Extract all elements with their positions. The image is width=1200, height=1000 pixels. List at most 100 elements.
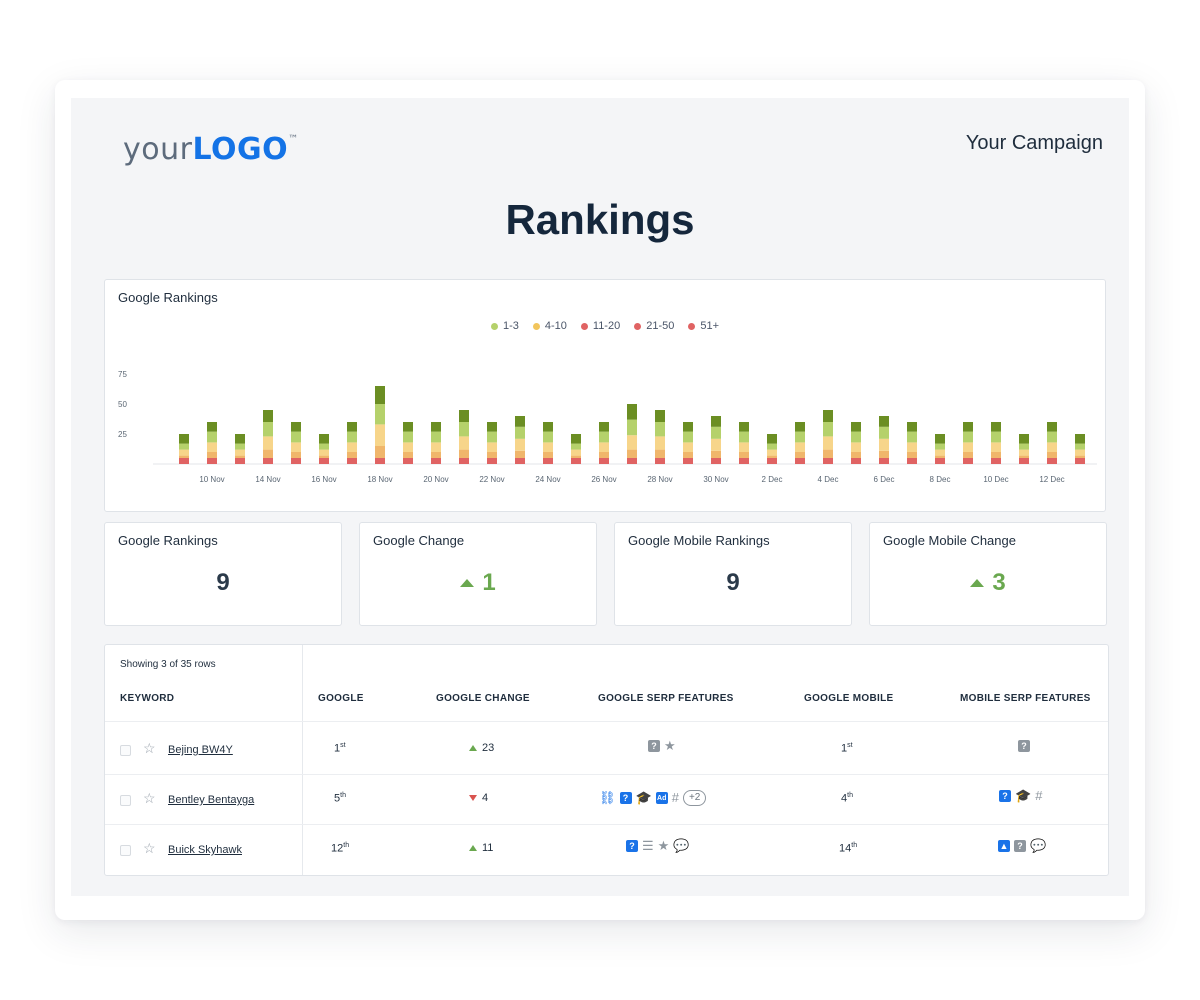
bar-segment-4-10[interactable] [235, 443, 245, 450]
bar-segment-51+[interactable] [599, 458, 609, 464]
bar-segment-4-10[interactable] [1019, 443, 1029, 450]
bar-segment-11-20[interactable] [1047, 442, 1057, 452]
bar-segment-11-20[interactable] [711, 438, 721, 451]
bar-segment-11-20[interactable] [655, 436, 665, 450]
bar-segment-11-20[interactable] [935, 449, 945, 456]
bar-segment-4-10[interactable] [291, 431, 301, 443]
bar-segment-21-50[interactable] [571, 455, 581, 458]
bar-segment-1-3[interactable] [655, 410, 665, 422]
bar-segment-4-10[interactable] [543, 431, 553, 443]
bar-segment-4-10[interactable] [403, 431, 413, 443]
bar-segment-11-20[interactable] [963, 442, 973, 452]
bar-segment-11-20[interactable] [179, 449, 189, 456]
bar-segment-11-20[interactable] [403, 442, 413, 452]
bar-segment-1-3[interactable] [459, 410, 469, 422]
bar-segment-11-20[interactable] [207, 442, 217, 452]
bar-segment-51+[interactable] [935, 458, 945, 464]
bar-segment-21-50[interactable] [515, 450, 525, 458]
bar-segment-21-50[interactable] [207, 452, 217, 458]
header-google-serp-features[interactable]: GOOGLE SERP FEATURES [598, 693, 734, 704]
bar-segment-21-50[interactable] [487, 452, 497, 458]
bar-segment-1-3[interactable] [711, 416, 721, 427]
legend-item[interactable]: 4-10 [532, 320, 567, 332]
bar-segment-51+[interactable] [319, 458, 329, 464]
legend-item[interactable]: 1-3 [490, 320, 519, 332]
bar-segment-11-20[interactable] [543, 442, 553, 452]
bar-segment-11-20[interactable] [795, 442, 805, 452]
bar-segment-1-3[interactable] [683, 422, 693, 432]
bar-segment-1-3[interactable] [347, 422, 357, 432]
bar-segment-1-3[interactable] [1047, 422, 1057, 432]
bar-segment-51+[interactable] [375, 458, 385, 464]
bar-segment-11-20[interactable] [375, 424, 385, 446]
bar-segment-1-3[interactable] [1075, 434, 1085, 444]
bar-segment-4-10[interactable] [991, 431, 1001, 443]
row-checkbox[interactable] [120, 845, 131, 856]
bar-segment-21-50[interactable] [291, 452, 301, 458]
bar-segment-4-10[interactable] [431, 431, 441, 443]
bar-segment-4-10[interactable] [375, 404, 385, 425]
bar-segment-21-50[interactable] [599, 452, 609, 458]
bar-segment-51+[interactable] [291, 458, 301, 464]
bar-segment-4-10[interactable] [851, 431, 861, 443]
bar-segment-4-10[interactable] [627, 419, 637, 436]
bar-segment-51+[interactable] [627, 458, 637, 464]
bar-segment-21-50[interactable] [795, 452, 805, 458]
bar-segment-1-3[interactable] [739, 422, 749, 432]
bar-segment-1-3[interactable] [375, 386, 385, 404]
bar-segment-21-50[interactable] [963, 452, 973, 458]
bar-segment-21-50[interactable] [459, 449, 469, 458]
bar-segment-1-3[interactable] [291, 422, 301, 432]
bar-segment-4-10[interactable] [347, 431, 357, 443]
bar-segment-1-3[interactable] [627, 404, 637, 420]
bar-segment-51+[interactable] [907, 458, 917, 464]
bar-segment-4-10[interactable] [599, 431, 609, 443]
bar-segment-1-3[interactable] [1019, 434, 1029, 444]
bar-segment-11-20[interactable] [683, 442, 693, 452]
bar-segment-21-50[interactable] [991, 452, 1001, 458]
row-checkbox[interactable] [120, 795, 131, 806]
bar-segment-51+[interactable] [1047, 458, 1057, 464]
header-google[interactable]: GOOGLE [318, 693, 364, 704]
bar-segment-21-50[interactable] [235, 455, 245, 458]
bar-segment-1-3[interactable] [515, 416, 525, 427]
bar-segment-4-10[interactable] [655, 422, 665, 437]
bar-segment-1-3[interactable] [487, 422, 497, 432]
bar-segment-51+[interactable] [207, 458, 217, 464]
bar-segment-11-20[interactable] [235, 449, 245, 456]
bar-segment-11-20[interactable] [879, 438, 889, 451]
bar-segment-4-10[interactable] [683, 431, 693, 443]
bar-segment-11-20[interactable] [347, 442, 357, 452]
bar-segment-11-20[interactable] [991, 442, 1001, 452]
bar-segment-51+[interactable] [543, 458, 553, 464]
bar-segment-21-50[interactable] [739, 452, 749, 458]
bar-segment-1-3[interactable] [823, 410, 833, 422]
keyword-link[interactable]: Bentley Bentayga [168, 794, 255, 806]
bar-segment-51+[interactable] [767, 458, 777, 464]
bar-segment-4-10[interactable] [515, 426, 525, 439]
bar-segment-51+[interactable] [963, 458, 973, 464]
bar-segment-4-10[interactable] [795, 431, 805, 443]
bar-segment-11-20[interactable] [1019, 449, 1029, 456]
bar-segment-1-3[interactable] [599, 422, 609, 432]
bar-segment-21-50[interactable] [1019, 455, 1029, 458]
bar-segment-4-10[interactable] [1075, 443, 1085, 450]
bar-segment-51+[interactable] [1075, 458, 1085, 464]
bar-segment-11-20[interactable] [851, 442, 861, 452]
bar-segment-4-10[interactable] [487, 431, 497, 443]
legend-item[interactable]: 51+ [688, 320, 719, 332]
bar-segment-21-50[interactable] [1047, 452, 1057, 458]
bar-segment-11-20[interactable] [431, 442, 441, 452]
bar-segment-21-50[interactable] [403, 452, 413, 458]
bar-segment-51+[interactable] [991, 458, 1001, 464]
bar-segment-21-50[interactable] [907, 452, 917, 458]
bar-segment-11-20[interactable] [739, 442, 749, 452]
bar-segment-51+[interactable] [823, 458, 833, 464]
bar-segment-11-20[interactable] [319, 449, 329, 456]
bar-segment-4-10[interactable] [823, 422, 833, 437]
bar-segment-11-20[interactable] [263, 436, 273, 450]
bar-segment-1-3[interactable] [935, 434, 945, 444]
bar-segment-1-3[interactable] [879, 416, 889, 427]
bar-segment-21-50[interactable] [263, 449, 273, 458]
bar-segment-4-10[interactable] [879, 426, 889, 439]
